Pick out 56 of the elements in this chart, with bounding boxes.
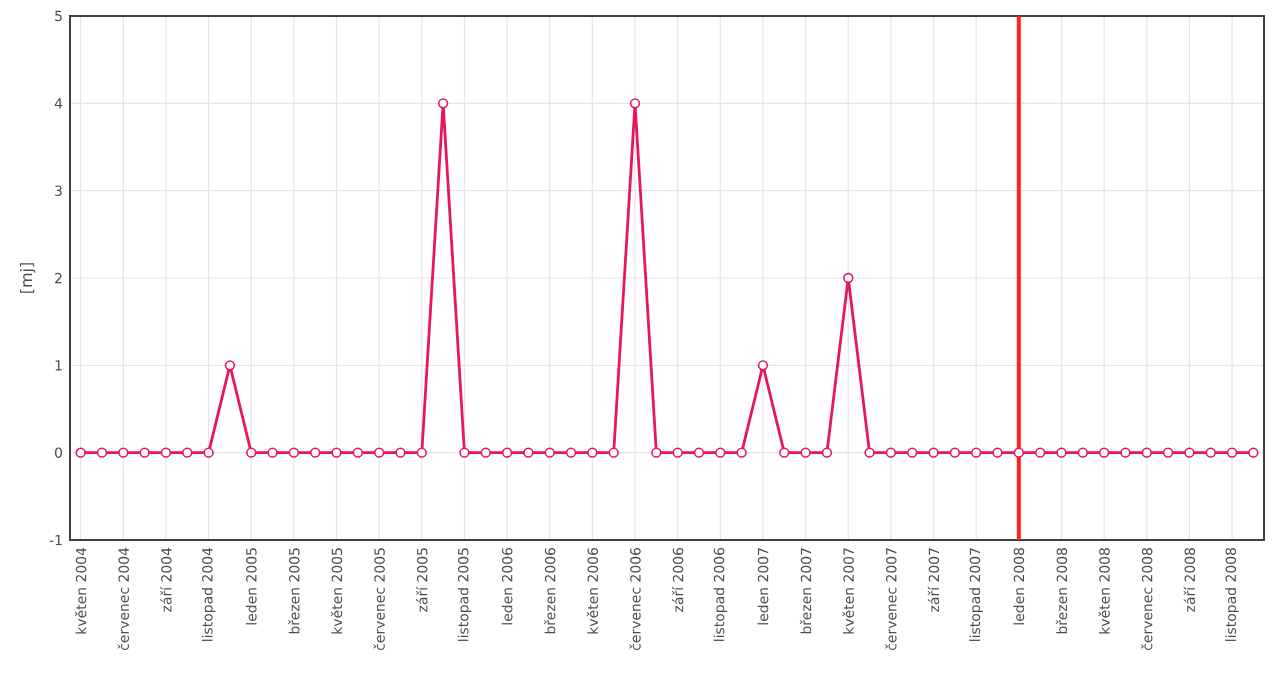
point — [1226, 447, 1238, 458]
point — [373, 447, 385, 458]
point — [1098, 447, 1110, 458]
point — [96, 447, 108, 458]
point — [1205, 447, 1216, 458]
point — [651, 447, 662, 458]
point — [800, 447, 811, 458]
point — [821, 447, 833, 458]
point — [565, 447, 577, 458]
point — [779, 447, 790, 458]
point — [395, 447, 406, 458]
point — [267, 447, 278, 458]
point — [970, 447, 982, 458]
point — [544, 447, 555, 458]
point — [757, 360, 769, 371]
point — [1056, 447, 1067, 458]
point — [672, 447, 683, 458]
point — [352, 447, 364, 458]
point — [118, 447, 129, 458]
point — [736, 447, 747, 458]
point — [480, 447, 491, 458]
point — [459, 447, 470, 458]
point — [1248, 447, 1259, 458]
point — [224, 360, 236, 371]
point — [331, 447, 342, 458]
point — [608, 447, 619, 458]
point — [1141, 447, 1152, 458]
point — [1013, 447, 1024, 458]
point — [1184, 447, 1195, 458]
point — [864, 447, 875, 458]
point — [1120, 447, 1131, 458]
point — [885, 447, 897, 458]
point — [992, 447, 1003, 458]
point — [501, 447, 513, 458]
point — [587, 447, 598, 458]
point — [437, 98, 449, 109]
point — [928, 447, 939, 458]
point — [416, 447, 427, 458]
point — [182, 447, 193, 458]
point — [310, 447, 321, 458]
point — [139, 447, 150, 458]
point — [1034, 447, 1046, 458]
point — [949, 447, 961, 458]
point — [1077, 447, 1088, 458]
point — [907, 447, 918, 458]
point — [693, 447, 705, 458]
point — [203, 447, 214, 458]
point — [160, 447, 172, 458]
point — [75, 447, 86, 458]
point — [523, 447, 534, 458]
point — [246, 447, 257, 458]
point — [288, 447, 300, 458]
point — [843, 272, 854, 284]
point — [629, 98, 641, 109]
point — [1162, 447, 1174, 458]
point — [715, 447, 726, 458]
